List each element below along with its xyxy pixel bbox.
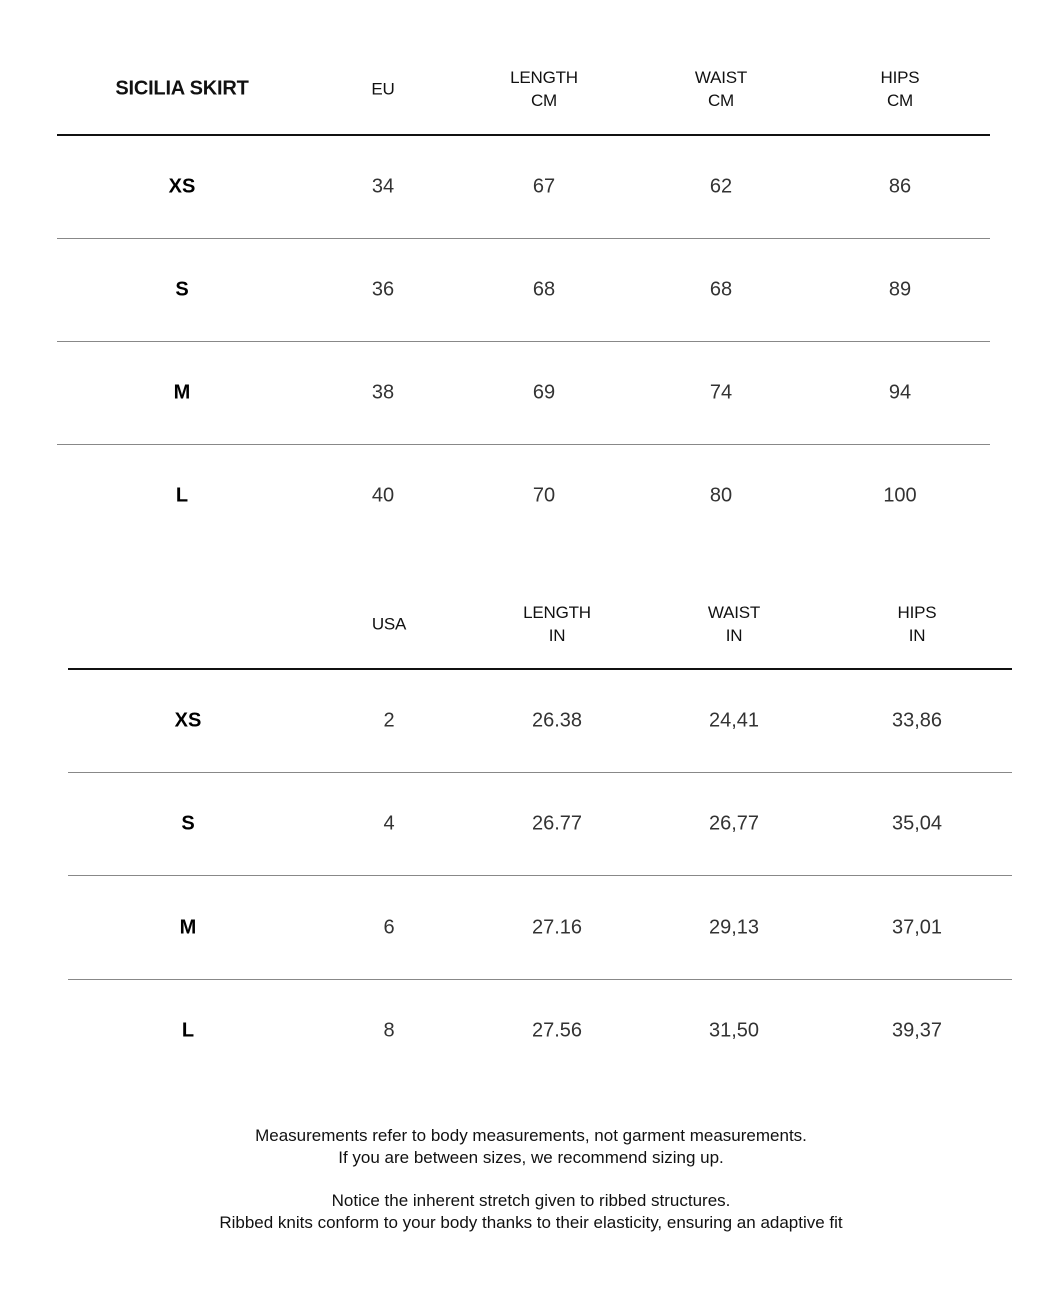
row-divider [57,238,990,239]
note-line: Measurements refer to body measurements,… [255,1126,807,1145]
measurement-value: 94 [888,381,912,404]
header-divider [57,134,990,136]
measurement-value: 100 [883,484,917,507]
header-text: USA [371,614,407,634]
measurement-value: 26.77 [531,812,583,835]
measurement-value: 67 [532,175,556,198]
measurement-value: 40 [371,484,395,507]
measurement-value: 74 [709,381,733,404]
measurement-value: 6 [383,916,395,939]
header-text: HIPS [880,68,920,87]
row-divider [57,341,990,342]
measurement-value: 39,37 [891,1019,943,1042]
measurement-value: 4 [383,812,395,835]
measurement-value: 26,77 [708,812,760,835]
header-text: IN [908,626,926,645]
measurement-value: 34 [371,175,395,198]
measurement-value: 31,50 [708,1019,760,1042]
row-divider [68,772,1012,773]
row-divider [68,875,1012,876]
table-title: SICILIA SKIRT [92,78,272,101]
header-text: EU [371,79,395,99]
size-label: M [173,381,191,404]
measurement-value: 70 [532,484,556,507]
header-text: IN [725,626,743,645]
measurement-value: 86 [888,175,912,198]
size-label: XS [174,709,202,732]
row-divider [57,444,990,445]
measurement-value: 8 [383,1019,395,1042]
column-header: WAIST CM [631,66,811,112]
measurement-value: 80 [709,484,733,507]
measurement-value: 36 [371,278,395,301]
size-label: S [181,812,195,835]
column-header: WAIST IN [644,601,824,647]
note-line: Ribbed knits conform to your body thanks… [219,1213,843,1232]
column-header: HIPS IN [827,601,1007,647]
measurement-value: 62 [709,175,733,198]
measurement-value: 68 [709,278,733,301]
column-header: LENGTH IN [467,601,647,647]
column-header: LENGTH CM [454,66,634,112]
measurement-value: 69 [532,381,556,404]
note-line: If you are between sizes, we recommend s… [338,1148,724,1167]
measurement-value: 33,86 [891,709,943,732]
measurement-value: 29,13 [708,916,760,939]
measurement-value: 38 [371,381,395,404]
header-text: WAIST [694,68,748,87]
header-text: CM [707,91,735,110]
header-text: WAIST [707,603,761,622]
measurement-value: 27.16 [531,916,583,939]
size-label: L [175,484,189,507]
header-text: LENGTH [510,68,578,87]
measurement-value: 24,41 [708,709,760,732]
stretch-note: Notice the inherent stretch given to rib… [0,1190,1062,1234]
measurement-value: 68 [532,278,556,301]
row-divider [68,979,1012,980]
header-text: CM [530,91,558,110]
header-divider [68,668,1012,670]
size-label: M [179,916,197,939]
measurement-value: 35,04 [891,812,943,835]
measurement-value: 2 [383,709,395,732]
header-text: LENGTH [523,603,591,622]
size-label: L [181,1019,195,1042]
body-measurement-note: Measurements refer to body measurements,… [0,1125,1062,1169]
column-header: HIPS CM [810,66,990,112]
measurement-value: 37,01 [891,916,943,939]
note-line: Notice the inherent stretch given to rib… [331,1191,731,1210]
measurement-value: 27.56 [531,1019,583,1042]
column-header: USA [299,613,479,636]
size-label: XS [168,175,196,198]
header-text: SICILIA SKIRT [115,77,249,100]
header-text: HIPS [897,603,937,622]
header-text: CM [886,91,914,110]
measurement-value: 89 [888,278,912,301]
column-header: EU [293,78,473,101]
header-text: IN [548,626,566,645]
measurement-value: 26.38 [531,709,583,732]
size-label: S [175,278,189,301]
